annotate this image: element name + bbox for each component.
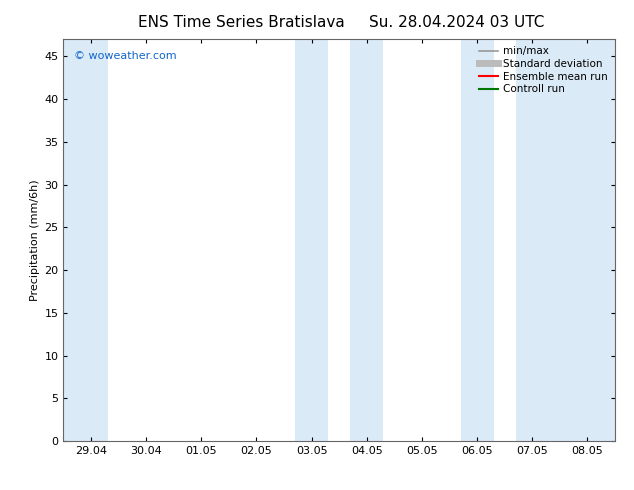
Text: ENS Time Series Bratislava: ENS Time Series Bratislava [138, 15, 344, 30]
Y-axis label: Precipitation (mm/6h): Precipitation (mm/6h) [30, 179, 40, 301]
Legend: min/max, Standard deviation, Ensemble mean run, Controll run: min/max, Standard deviation, Ensemble me… [477, 45, 610, 97]
Bar [63, 39, 108, 441]
Bar [350, 39, 384, 441]
Bar [515, 39, 615, 441]
Text: Su. 28.04.2024 03 UTC: Su. 28.04.2024 03 UTC [369, 15, 544, 30]
Bar [460, 39, 494, 441]
Text: © woweather.com: © woweather.com [74, 51, 177, 61]
Bar [295, 39, 328, 441]
